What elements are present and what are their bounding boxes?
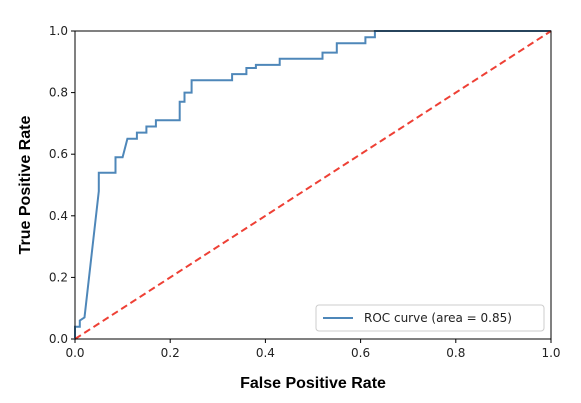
x-tick-label: 0.2 [161,346,180,360]
y-tick-label: 0.6 [49,147,68,161]
legend-box [315,304,545,332]
x-tick-label: 1.0 [541,346,560,360]
x-tick-label: 0.4 [256,346,275,360]
x-tick-label: 0.6 [351,346,370,360]
series-layer [74,30,552,340]
x-axis-ticks: 0.0 0.2 0.4 0.6 0.8 1.0 [65,339,561,360]
legend-label-roc: ROC curve (area = 0.85) [364,311,512,325]
y-tick-label: 0.2 [49,270,68,284]
plot-frame [74,30,552,340]
x-axis-label: False Positive Rate [240,375,386,392]
y-tick-label: 0.0 [49,332,68,346]
x-tick-label: 0.8 [446,346,465,360]
y-axis-ticks: 0.0 0.2 0.4 0.6 0.8 1.0 [49,24,75,346]
legend: ROC curve (area = 0.85) [315,304,545,332]
y-axis-label: True Positive Rate [17,116,34,255]
roc-curve-line [74,30,551,339]
y-tick-label: 0.4 [49,209,68,223]
chance-diagonal-line [74,30,552,340]
y-tick-label: 1.0 [49,24,68,38]
y-tick-label: 0.8 [49,86,68,100]
x-tick-label: 0.0 [65,346,84,360]
